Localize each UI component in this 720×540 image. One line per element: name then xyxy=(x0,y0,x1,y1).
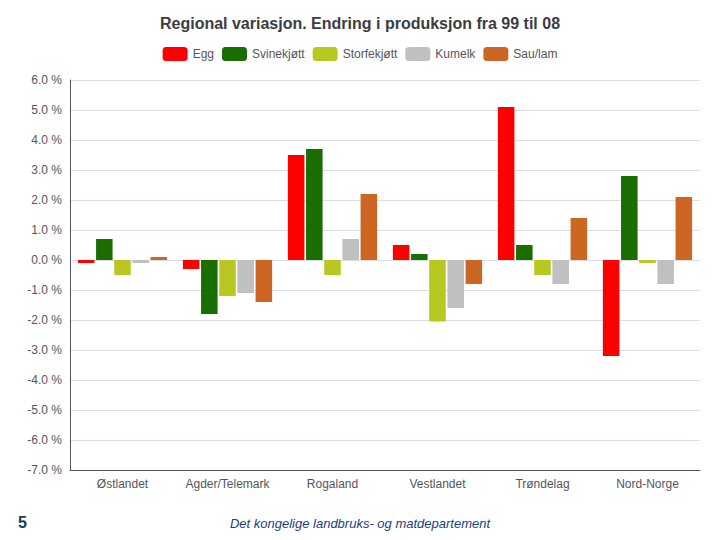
svg-text:Agder/Telemark: Agder/Telemark xyxy=(185,477,270,491)
svg-text:-3.0 %: -3.0 % xyxy=(27,343,62,357)
svg-text:Nord-Norge: Nord-Norge xyxy=(616,477,679,491)
svg-text:-5.0 %: -5.0 % xyxy=(27,403,62,417)
svg-text:Trøndelag: Trøndelag xyxy=(515,477,569,491)
svg-text:Kumelk: Kumelk xyxy=(435,47,476,61)
svg-text:Regional variasjon. Endring i: Regional variasjon. Endring i produksjon… xyxy=(160,15,560,32)
svg-text:Sau/lam: Sau/lam xyxy=(513,47,557,61)
svg-text:2.0 %: 2.0 % xyxy=(31,193,62,207)
svg-text:-1.0 %: -1.0 % xyxy=(27,283,62,297)
svg-text:Rogaland: Rogaland xyxy=(307,477,358,491)
svg-text:Det kongelige landbruks- og ma: Det kongelige landbruks- og matdeparteme… xyxy=(230,516,492,531)
svg-text:Storfekjøtt: Storfekjøtt xyxy=(343,47,398,61)
svg-text:Vestlandet: Vestlandet xyxy=(409,477,466,491)
svg-text:-7.0 %: -7.0 % xyxy=(27,463,62,477)
svg-text:6.0 %: 6.0 % xyxy=(31,73,62,87)
svg-text:Svinekjøtt: Svinekjøtt xyxy=(252,47,305,61)
svg-text:Østlandet: Østlandet xyxy=(97,477,149,491)
svg-text:-2.0 %: -2.0 % xyxy=(27,313,62,327)
svg-text:1.0 %: 1.0 % xyxy=(31,223,62,237)
svg-text:3.0 %: 3.0 % xyxy=(31,163,62,177)
svg-text:4.0 %: 4.0 % xyxy=(31,133,62,147)
svg-text:-4.0 %: -4.0 % xyxy=(27,373,62,387)
svg-text:0.0 %: 0.0 % xyxy=(31,253,62,267)
svg-text:5.0 %: 5.0 % xyxy=(31,103,62,117)
svg-text:Egg: Egg xyxy=(193,47,214,61)
svg-text:5: 5 xyxy=(18,514,27,531)
svg-text:-6.0 %: -6.0 % xyxy=(27,433,62,447)
